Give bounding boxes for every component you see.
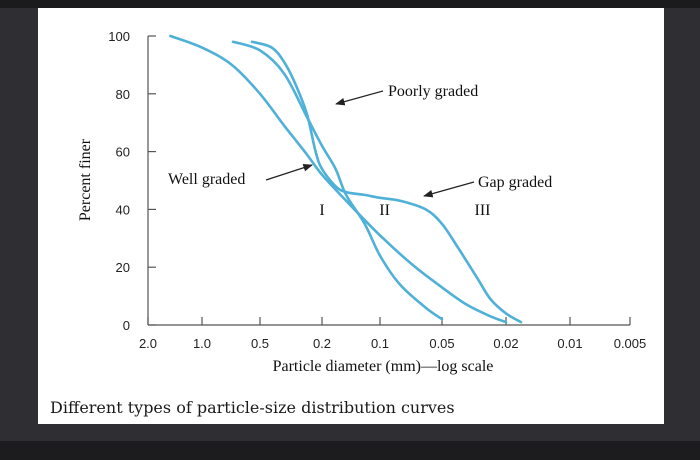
figure-caption: Different types of particle-size distrib…: [50, 398, 455, 417]
particle-size-chart: 0 20 40 60 80 100 2.0 1.0 0.5 0.2 0.1 0.05 0.02 0.01 0…: [77, 29, 646, 375]
bottom-dark-bar: [0, 441, 700, 460]
chart-curves: [169, 34, 523, 324]
y-tick-label: 20: [116, 260, 130, 275]
annotation-poorly-graded: Poorly graded: [388, 83, 478, 100]
curve-i: [231, 40, 444, 321]
y-axis-label: Percent finer: [77, 138, 94, 221]
y-tick-label: 100: [108, 29, 130, 44]
curve-label-i: I: [319, 202, 324, 219]
curve-label-ii: II: [379, 202, 390, 219]
x-tick-label: 0.1: [371, 336, 389, 351]
x-tick-label: 0.5: [251, 336, 269, 351]
curve-iii: [250, 40, 523, 324]
x-tick-label: 0.02: [493, 336, 518, 351]
x-tick-label: 0.2: [313, 336, 331, 351]
curve-label-iii: III: [475, 202, 491, 219]
top-dark-strip: [0, 0, 700, 8]
y-tick-label: 0: [123, 318, 130, 333]
chart-axes: 0 20 40 60 80 100 2.0 1.0 0.5 0.2 0.1 0.05 0.02 0.01 0…: [77, 29, 646, 375]
x-tick-label: 0.005: [614, 336, 647, 351]
annotation-arrow: [265, 164, 313, 181]
annotation-arrow: [423, 181, 475, 198]
x-tick-label: 1.0: [193, 336, 211, 351]
y-tick-label: 60: [116, 145, 130, 160]
annotation-gap-graded: Gap graded: [478, 174, 552, 191]
x-tick-label: 0.05: [429, 336, 454, 351]
annotation-arrow: [335, 90, 384, 106]
x-tick-label: 0.01: [557, 336, 582, 351]
x-axis-label: Particle diameter (mm)—log scale: [273, 358, 494, 375]
y-tick-label: 40: [116, 202, 130, 217]
annotation-well-graded: Well graded: [168, 171, 245, 188]
curve-ii: [169, 34, 508, 324]
slide-background: [38, 8, 664, 424]
x-tick-label: 2.0: [139, 336, 157, 351]
y-tick-label: 80: [116, 87, 130, 102]
